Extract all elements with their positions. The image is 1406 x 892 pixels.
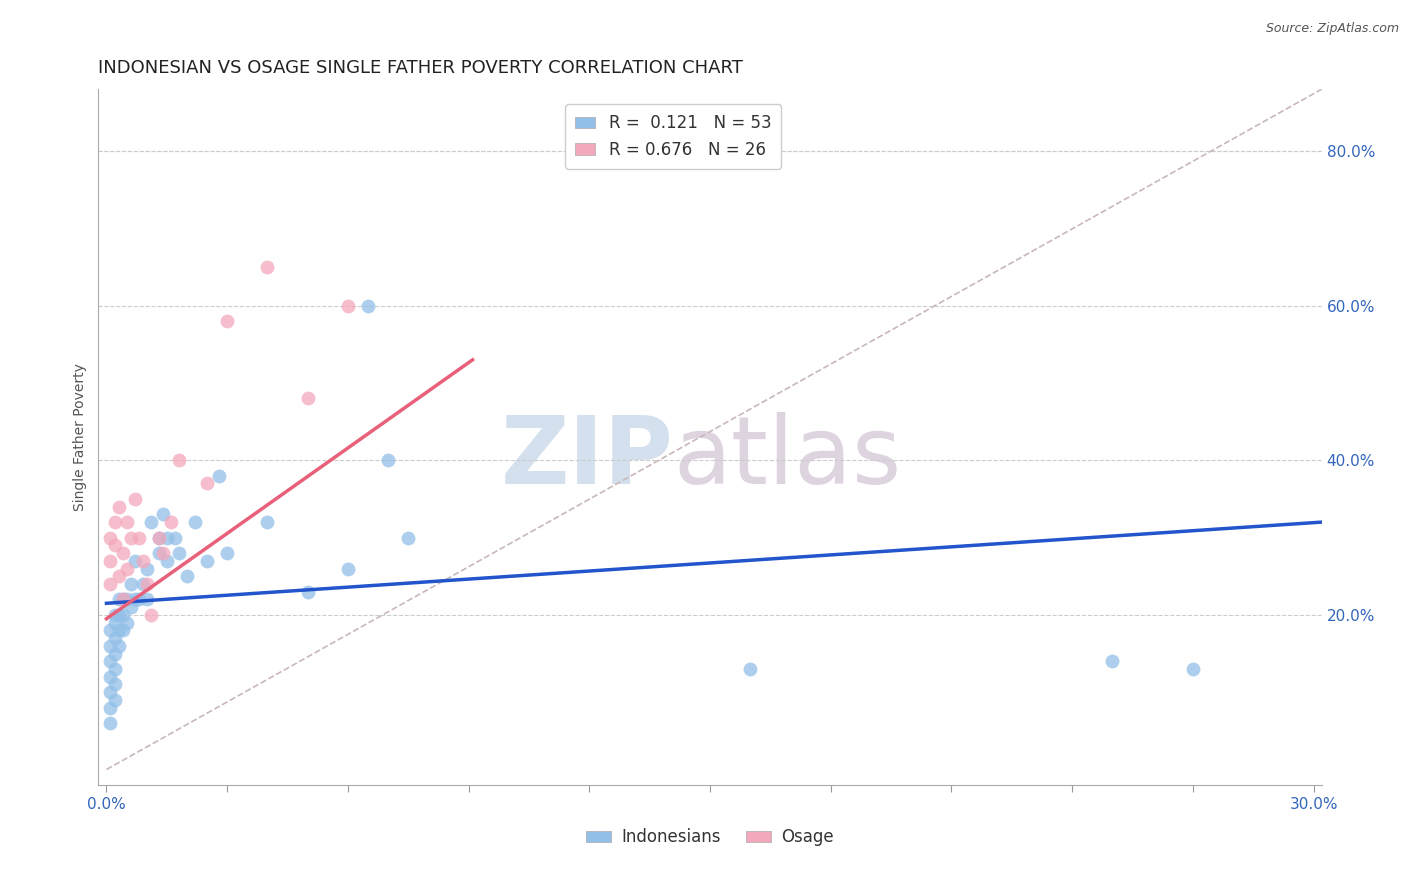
Point bbox=[148, 546, 170, 560]
Point bbox=[107, 592, 129, 607]
Legend: Indonesians, Osage: Indonesians, Osage bbox=[579, 822, 841, 853]
Point bbox=[297, 584, 319, 599]
Point bbox=[107, 569, 129, 583]
Point bbox=[124, 554, 146, 568]
Point bbox=[103, 631, 125, 645]
Point bbox=[139, 607, 162, 622]
Point bbox=[120, 531, 142, 545]
Point bbox=[163, 531, 186, 545]
Point bbox=[135, 577, 157, 591]
Point bbox=[377, 453, 399, 467]
Point bbox=[100, 624, 122, 638]
Point bbox=[111, 546, 134, 560]
Point bbox=[111, 607, 134, 622]
Point bbox=[156, 531, 179, 545]
Point bbox=[195, 476, 218, 491]
Point bbox=[107, 624, 129, 638]
Point bbox=[256, 260, 278, 274]
Point bbox=[740, 662, 762, 676]
Point bbox=[128, 592, 150, 607]
Point bbox=[100, 670, 122, 684]
Text: Source: ZipAtlas.com: Source: ZipAtlas.com bbox=[1265, 22, 1399, 36]
Point bbox=[103, 647, 125, 661]
Point bbox=[357, 299, 380, 313]
Point bbox=[124, 491, 146, 506]
Point bbox=[115, 561, 138, 575]
Point bbox=[131, 554, 153, 568]
Point bbox=[148, 531, 170, 545]
Point bbox=[176, 569, 198, 583]
Point bbox=[107, 639, 129, 653]
Point bbox=[152, 508, 174, 522]
Point bbox=[100, 639, 122, 653]
Point bbox=[1181, 662, 1204, 676]
Point bbox=[256, 515, 278, 529]
Point bbox=[100, 654, 122, 668]
Point bbox=[111, 592, 134, 607]
Point bbox=[115, 615, 138, 630]
Point bbox=[107, 607, 129, 622]
Point bbox=[100, 716, 122, 731]
Point bbox=[139, 515, 162, 529]
Point bbox=[107, 500, 129, 514]
Point bbox=[156, 554, 179, 568]
Point bbox=[184, 515, 207, 529]
Point bbox=[336, 299, 359, 313]
Point bbox=[208, 468, 231, 483]
Point bbox=[131, 577, 153, 591]
Point bbox=[103, 538, 125, 552]
Point bbox=[111, 624, 134, 638]
Point bbox=[167, 453, 190, 467]
Point bbox=[100, 685, 122, 699]
Text: ZIP: ZIP bbox=[501, 412, 673, 504]
Y-axis label: Single Father Poverty: Single Father Poverty bbox=[73, 363, 87, 511]
Point bbox=[103, 615, 125, 630]
Text: atlas: atlas bbox=[673, 412, 901, 504]
Point bbox=[336, 561, 359, 575]
Point bbox=[217, 546, 239, 560]
Point bbox=[396, 531, 419, 545]
Point bbox=[217, 314, 239, 328]
Point bbox=[111, 592, 134, 607]
Point bbox=[100, 700, 122, 714]
Point bbox=[100, 554, 122, 568]
Point bbox=[152, 546, 174, 560]
Point bbox=[103, 515, 125, 529]
Point bbox=[103, 607, 125, 622]
Point bbox=[148, 531, 170, 545]
Point bbox=[160, 515, 183, 529]
Point bbox=[100, 531, 122, 545]
Point bbox=[135, 592, 157, 607]
Point bbox=[195, 554, 218, 568]
Point bbox=[103, 677, 125, 691]
Point bbox=[115, 515, 138, 529]
Point bbox=[120, 600, 142, 615]
Point bbox=[297, 392, 319, 406]
Point bbox=[135, 561, 157, 575]
Point bbox=[1101, 654, 1123, 668]
Point bbox=[103, 662, 125, 676]
Point bbox=[120, 577, 142, 591]
Point bbox=[100, 577, 122, 591]
Point bbox=[128, 531, 150, 545]
Point bbox=[167, 546, 190, 560]
Point bbox=[124, 592, 146, 607]
Text: INDONESIAN VS OSAGE SINGLE FATHER POVERTY CORRELATION CHART: INDONESIAN VS OSAGE SINGLE FATHER POVERT… bbox=[98, 59, 744, 77]
Point bbox=[103, 693, 125, 707]
Point bbox=[115, 592, 138, 607]
